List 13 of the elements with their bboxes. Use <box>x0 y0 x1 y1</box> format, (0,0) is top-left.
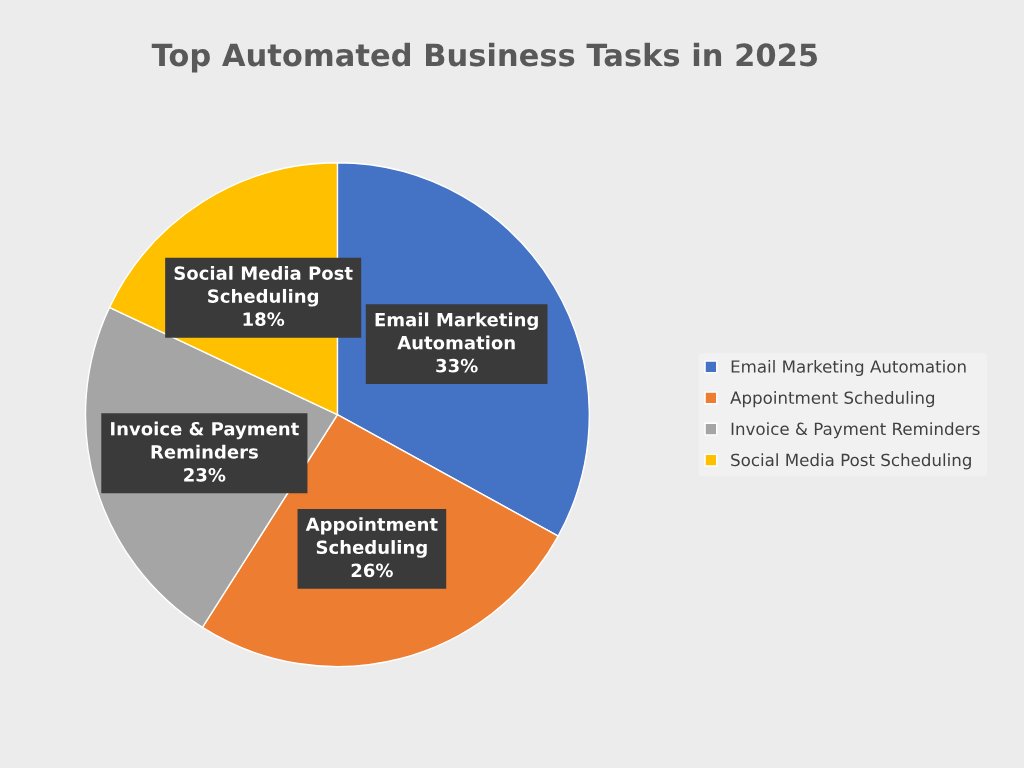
legend-label: Invoice & Payment Reminders <box>731 422 980 439</box>
slice-label: Appointment Scheduling <box>305 517 438 558</box>
legend-label: Social Media Post Scheduling <box>731 453 971 470</box>
data-label: 33% <box>436 358 478 373</box>
chart-title: Top Automated Business Tasks in 2025 <box>151 42 818 73</box>
slice-label: Invoice & Payment Reminders <box>111 421 299 459</box>
data-label: 26% <box>351 563 393 578</box>
data-label: 23% <box>184 467 226 482</box>
data-label: 18% <box>243 312 285 327</box>
legend-label: Appointment Scheduling <box>730 391 935 408</box>
slice-label: Social Media Post Scheduling <box>174 265 353 307</box>
slice-label: Email Marketing Automation <box>375 312 538 350</box>
legend-label: Email Marketing Automation <box>731 359 966 377</box>
